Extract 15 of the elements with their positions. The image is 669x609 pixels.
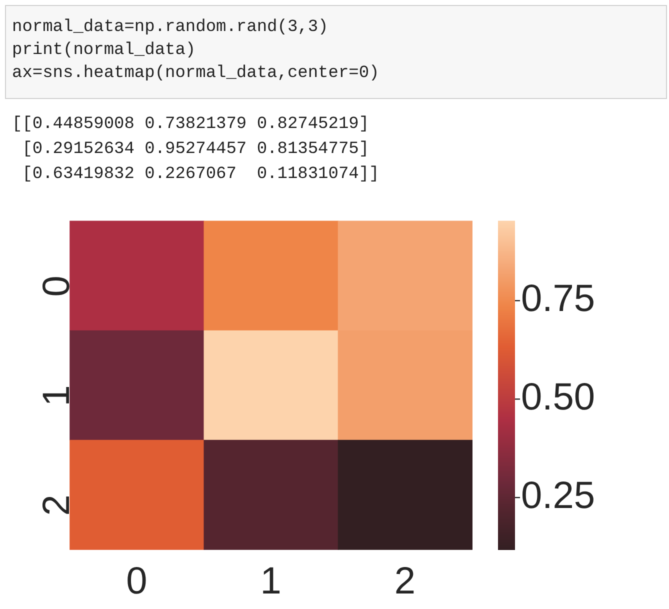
x-tick-label: 1 [260,560,282,603]
y-tick-label: 1 [36,385,78,406]
text: [[0.44859008 0.73821379 0.82745219] [12,114,370,136]
color-bar-label: 0.25 [521,475,595,518]
color-bar-label: 0.75 [521,278,595,320]
color-bar-label: 0.50 [521,376,595,419]
text: ax=sns.heatmap(normal_data,center=0) [12,63,380,85]
x-tick-label: 0 [126,560,148,603]
text: print(normal_data) [12,40,197,62]
y-tick-label: 2 [36,494,78,516]
text: normal_data=np.random.rand(3,3) [12,17,330,39]
text: [0.29152634 0.95274457 0.81354775] [21,139,370,161]
x-tick-label: 2 [394,560,416,603]
y-tick-label: 0 [36,276,78,297]
text: [0.63419832 0.2267067 0.11831074]] [21,164,380,186]
